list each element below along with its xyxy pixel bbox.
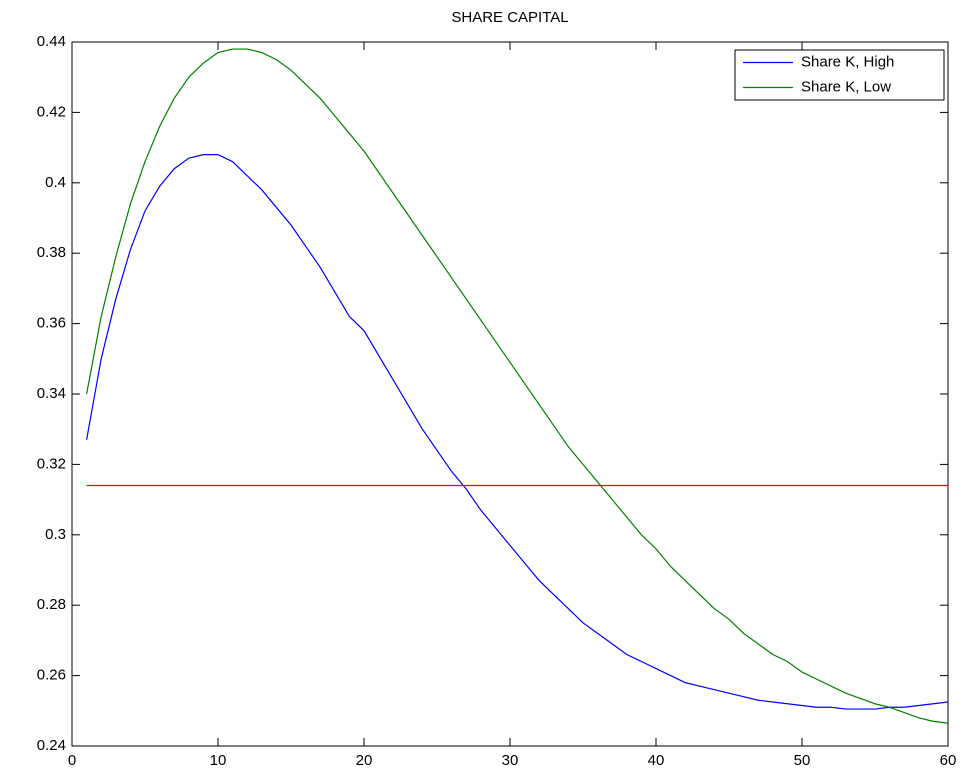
y-tick-label: 0.36	[37, 315, 66, 332]
y-tick-label: 0.3	[45, 526, 66, 543]
x-tick-label: 10	[210, 752, 227, 769]
y-tick-label: 0.32	[37, 455, 66, 472]
line-series	[86, 154, 949, 710]
y-tick-label: 0.44	[37, 33, 66, 50]
y-tick-label: 0.38	[37, 244, 66, 261]
legend-label: Share K, Low	[801, 78, 891, 95]
x-tick-label: 50	[794, 752, 811, 769]
y-tick-label: 0.26	[37, 667, 66, 684]
y-tick-label: 0.42	[37, 103, 66, 120]
x-tick-label: 40	[648, 752, 665, 769]
x-tick-label: 0	[68, 752, 76, 769]
line-series	[86, 48, 949, 724]
x-tick-label: 60	[940, 752, 957, 769]
legend-box	[734, 49, 945, 101]
y-tick-label: 0.4	[45, 174, 66, 191]
x-tick-label: 20	[356, 752, 373, 769]
legend-label: Share K, High	[801, 53, 894, 70]
x-tick-label: 30	[502, 752, 519, 769]
y-tick-label: 0.24	[37, 737, 66, 754]
chart-title: SHARE CAPITAL	[451, 9, 568, 26]
y-tick-label: 0.34	[37, 385, 66, 402]
y-tick-label: 0.28	[37, 596, 66, 613]
